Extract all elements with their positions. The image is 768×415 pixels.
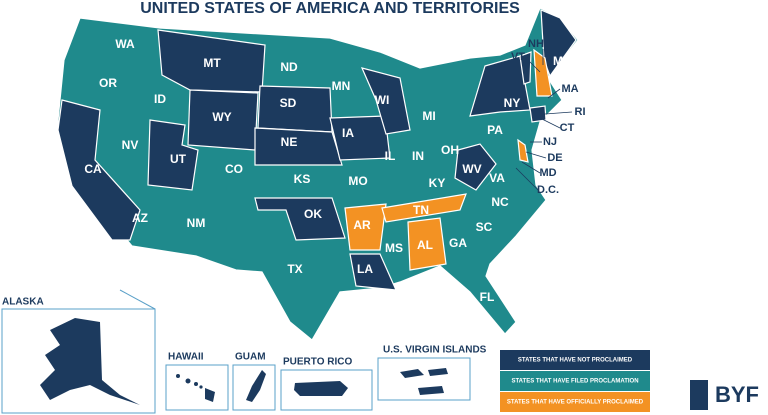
state-label: ID — [154, 92, 166, 106]
state-label: MN — [332, 79, 351, 93]
leader-lines — [515, 49, 573, 191]
state-shape — [381, 193, 467, 223]
state-label: WI — [375, 93, 390, 107]
state-label: IL — [385, 149, 396, 163]
territory-box — [1, 308, 156, 414]
us-outline — [57, 7, 579, 341]
state-label: CA — [84, 162, 102, 176]
state-label: VA — [489, 171, 505, 185]
legend-label: STATES THAT HAVE FILED PROCLAMATION — [511, 379, 638, 385]
state-label: ND — [280, 60, 298, 74]
territory-label: PUERTO RICO — [283, 357, 352, 368]
state-shape — [344, 203, 387, 251]
state-label: D.C. — [537, 184, 559, 196]
state-label: NE — [281, 135, 298, 149]
state-label: TX — [287, 262, 302, 276]
state-label: IA — [342, 126, 354, 140]
territory-shape — [246, 370, 266, 402]
state-labels: MT WY UT CA SD NE IA WI OK LA WV NY VT M… — [84, 37, 585, 304]
state-label: MT — [203, 56, 221, 70]
legend-box — [500, 371, 650, 391]
state-label: CT — [560, 122, 575, 134]
state-label: ME — [553, 54, 571, 68]
territory-shape — [40, 318, 140, 405]
state-label: GA — [449, 236, 467, 250]
state-shape — [349, 253, 397, 291]
state-label: SC — [476, 220, 493, 234]
legend-label: STATES THAT HAVE OFFICIALLY PROCLAIMED — [507, 400, 644, 406]
inset-line — [119, 289, 156, 310]
legend-box — [500, 392, 650, 412]
state-label: NJ — [543, 136, 557, 148]
state-label: SD — [280, 96, 297, 110]
legend-box — [500, 350, 650, 370]
territory-box — [232, 364, 276, 411]
territory-label: HAWAII — [168, 352, 204, 363]
territories: ALASKA HAWAII GUAM PUERTO RICO U.S. VIRG… — [1, 289, 487, 414]
state-shape — [454, 143, 497, 191]
territory-shape — [176, 374, 215, 402]
state-label: MD — [539, 167, 556, 179]
state-shape — [147, 119, 199, 191]
territory-label: GUAM — [235, 352, 266, 363]
state-label: NV — [122, 138, 139, 152]
state-shape — [407, 217, 447, 271]
territory-shape — [400, 368, 448, 395]
states-proclaimed — [344, 48, 553, 271]
state-label: MS — [385, 241, 403, 255]
state-label: MA — [561, 83, 578, 95]
state-label: KS — [294, 172, 311, 186]
logo-mark — [690, 380, 708, 410]
state-label: AZ — [132, 211, 148, 225]
territory-box — [280, 369, 373, 411]
state-label: NY — [504, 96, 521, 110]
state-shape — [540, 9, 577, 78]
state-label: WA — [115, 37, 135, 51]
territory-label: ALASKA — [2, 297, 44, 308]
state-shape — [57, 99, 141, 241]
logo: BYF — [690, 380, 759, 410]
state-label: MI — [422, 109, 435, 123]
state-label: TN — [413, 203, 429, 217]
territory-box — [165, 364, 229, 411]
state-label: OR — [99, 76, 117, 90]
logo-text: BYF — [715, 382, 759, 407]
state-shape — [469, 55, 531, 117]
state-label: WV — [462, 162, 481, 176]
states-not-proclaimed — [57, 9, 577, 291]
state-label: KY — [429, 176, 446, 190]
state-label: UT — [170, 152, 187, 166]
state-label: NH — [528, 38, 544, 50]
state-shape — [517, 138, 529, 163]
state-label: AR — [353, 218, 371, 232]
state-label: AL — [417, 238, 433, 252]
state-label: OH — [441, 143, 459, 157]
state-label: IN — [412, 149, 424, 163]
state-label: LA — [357, 262, 373, 276]
legend-label: STATES THAT HAVE NOT PROCLAIMED — [518, 358, 633, 364]
state-label: VT — [511, 51, 525, 63]
state-label: FL — [480, 290, 495, 304]
state-shape — [329, 115, 391, 161]
legend: STATES THAT HAVE NOT PROCLAIMED STATES T… — [500, 350, 650, 412]
state-shape — [254, 197, 346, 241]
state-shape — [529, 105, 547, 123]
territory-label: U.S. VIRGIN ISLANDS — [383, 345, 487, 356]
state-label: DE — [547, 152, 562, 164]
state-label: OK — [304, 207, 322, 221]
state-label: PA — [487, 123, 503, 137]
state-shape — [360, 67, 411, 135]
state-label: RI — [575, 106, 586, 118]
state-label: CO — [225, 162, 243, 176]
state-label: MO — [348, 174, 367, 188]
state-shape — [254, 127, 343, 166]
territory-box — [377, 357, 471, 401]
state-shape — [533, 48, 553, 97]
title: UNITED STATES OF AMERICA AND TERRITORIES — [140, 0, 520, 17]
territory-shape — [294, 381, 348, 396]
state-label: NC — [491, 195, 509, 209]
state-label: WY — [212, 110, 231, 124]
state-label: NM — [187, 216, 206, 230]
